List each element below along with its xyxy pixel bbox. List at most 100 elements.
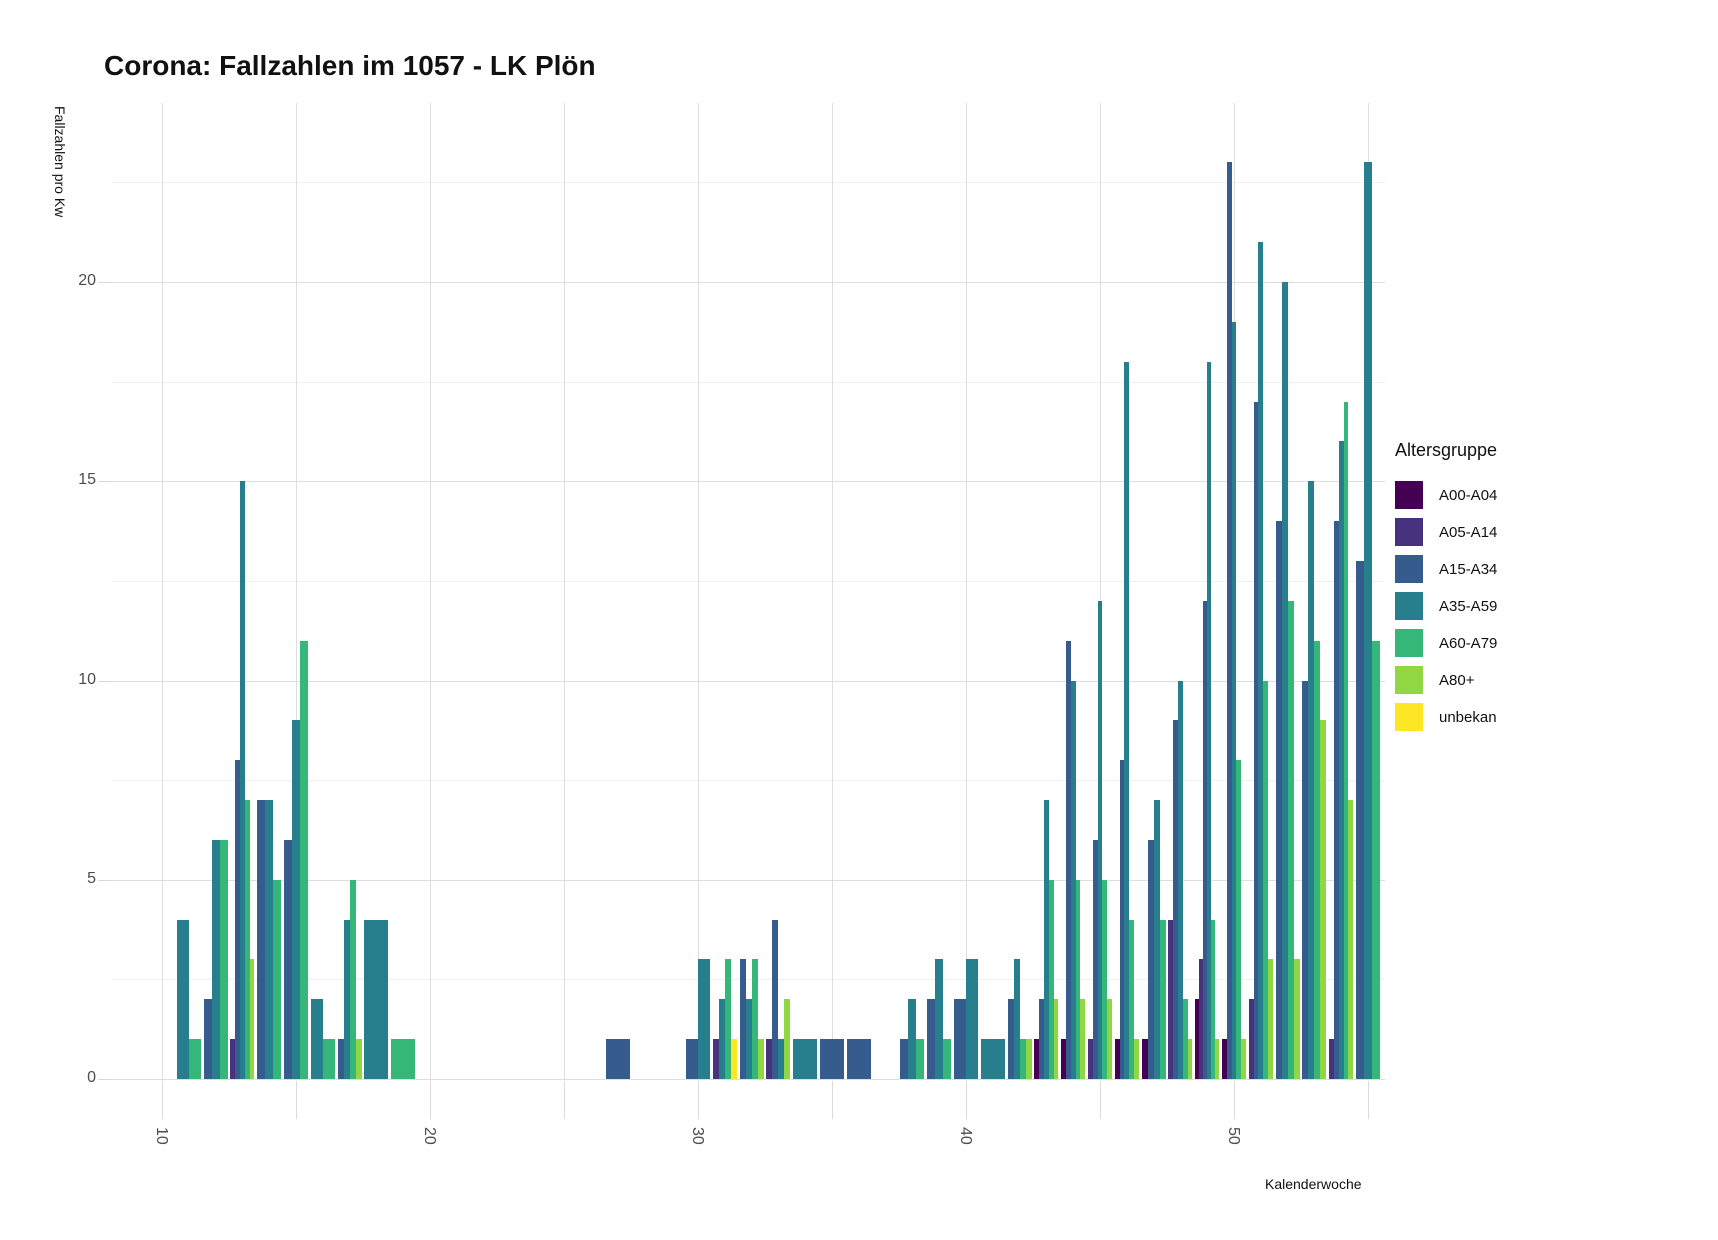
- legend-swatch-A35-A59: [1395, 592, 1423, 620]
- bar-week48-A80+: [1187, 1039, 1193, 1079]
- bar-week55-A15-A34: [1355, 560, 1364, 1079]
- bar-week32-A35-A59: [745, 999, 752, 1079]
- legend-label: A80+: [1439, 671, 1475, 689]
- bar-week43-A00-A04: [1034, 1039, 1040, 1079]
- gridline-y-major: [112, 879, 1385, 881]
- plot-panel: [112, 103, 1385, 1080]
- bar-week49-A80+: [1215, 1039, 1220, 1079]
- gridline-y-major: [112, 282, 1385, 283]
- bar-week44-A80+: [1080, 999, 1086, 1079]
- bar-week54-A35-A59: [1338, 441, 1344, 1079]
- bar-week17-A80+: [355, 1039, 362, 1079]
- legend-label: A15-A34: [1439, 560, 1498, 578]
- bar-week44-A00-A04: [1061, 1039, 1066, 1079]
- y-tick-mark: [98, 680, 112, 682]
- bar-week35-A15-A34: [819, 1039, 845, 1079]
- bar-week47-A60-A79: [1159, 919, 1166, 1079]
- bar-week44-A35-A59: [1070, 680, 1076, 1079]
- x-tick-mark: [1368, 1081, 1369, 1119]
- bar-week31-unbekan: [730, 1039, 737, 1079]
- bar-week44-A60-A79: [1075, 879, 1081, 1079]
- y-tick-mark: [98, 481, 112, 483]
- bar-week54-A05-A14: [1329, 1039, 1334, 1079]
- y-tick-mark: [98, 282, 112, 283]
- bar-week11-A35-A59: [176, 919, 189, 1079]
- legend-item-A00-A04: A00-A04: [1395, 481, 1497, 509]
- bar-week30-A15-A34: [685, 1039, 698, 1079]
- bar-week47-A00-A04: [1141, 1039, 1148, 1079]
- chart-title: Corona: Fallzahlen im 1057 - LK Plön: [104, 50, 596, 81]
- legend-items: A00-A04 A05-A14 A15-A34 A35-A59 A60-A79 A80+ u…: [1395, 481, 1497, 731]
- bar-week13-A35-A59: [239, 481, 245, 1079]
- bar-week53-A15-A34: [1302, 680, 1309, 1079]
- bar-week55-A60-A79: [1372, 640, 1381, 1079]
- bar-week49-A15-A34: [1203, 600, 1208, 1079]
- bar-week33-A35-A59: [778, 1039, 785, 1079]
- legend-swatch-A00-A04: [1395, 481, 1423, 509]
- bar-week14-A60-A79: [273, 879, 282, 1079]
- bar-week36-A15-A34: [846, 1039, 871, 1079]
- bar-week47-A35-A59: [1153, 800, 1160, 1079]
- bar-week43-A80+: [1053, 999, 1059, 1079]
- bar-week15-A35-A59: [291, 720, 300, 1079]
- bar-week39-A35-A59: [935, 959, 944, 1079]
- bar-week50-A60-A79: [1236, 760, 1242, 1079]
- bar-week13-A15-A34: [235, 760, 240, 1079]
- bar-week15-A60-A79: [300, 640, 309, 1079]
- bar-week48-A05-A14: [1168, 919, 1174, 1079]
- x-tick-label: 50: [1225, 1127, 1242, 1145]
- y-tick-label: 5: [87, 869, 96, 887]
- bar-week30-A35-A59: [698, 959, 711, 1079]
- bar-week32-A60-A79: [751, 959, 758, 1079]
- bar-week45-A80+: [1107, 999, 1113, 1079]
- x-tick-label: 10: [153, 1127, 170, 1145]
- gridline-x: [296, 103, 297, 1079]
- legend-swatch-A80+: [1395, 666, 1423, 694]
- bar-week50-A80+: [1241, 1039, 1247, 1079]
- bar-week16-A60-A79: [322, 1039, 335, 1079]
- y-tick-label: 0: [87, 1069, 96, 1086]
- legend-label: A35-A59: [1439, 597, 1498, 615]
- y-tick-label: 15: [78, 471, 96, 489]
- bar-week45-A60-A79: [1102, 879, 1108, 1079]
- bar-week33-A80+: [784, 999, 791, 1079]
- x-tick-mark: [698, 1081, 699, 1119]
- bar-week50-A15-A34: [1226, 162, 1232, 1079]
- gridline-x: [966, 103, 967, 1079]
- x-tick-mark: [296, 1081, 297, 1119]
- gridline-x: [430, 103, 431, 1079]
- bar-week38-A35-A59: [908, 999, 917, 1079]
- bar-week31-A05-A14: [712, 1039, 719, 1079]
- bar-week33-A05-A14: [766, 1039, 773, 1079]
- bar-week48-A35-A59: [1177, 680, 1183, 1079]
- bar-week18-A35-A59: [364, 919, 389, 1079]
- bar-week31-A35-A59: [718, 999, 725, 1079]
- x-tick-mark: [1100, 1081, 1101, 1119]
- legend-item-A15-A34: A15-A34: [1395, 555, 1497, 583]
- gridline-y-minor: [112, 580, 1385, 582]
- gridline-y-minor: [112, 381, 1385, 383]
- y-tick-mark: [98, 879, 112, 881]
- gridline-y-major: [112, 481, 1385, 483]
- bar-week49-A05-A14: [1199, 959, 1204, 1079]
- bar-week40-A35-A59: [966, 959, 979, 1079]
- y-axis-title: Fallzahlen pro Kw: [52, 106, 68, 218]
- bar-week44-A15-A34: [1065, 640, 1071, 1079]
- bar-week42-A35-A59: [1013, 959, 1020, 1079]
- x-tick-mark: [966, 1081, 967, 1119]
- bar-week12-A15-A34: [203, 999, 212, 1079]
- bar-week17-A60-A79: [349, 879, 356, 1079]
- bar-week17-A35-A59: [343, 919, 350, 1079]
- bar-week43-A35-A59: [1043, 800, 1049, 1079]
- bar-week53-A35-A59: [1308, 481, 1315, 1079]
- legend-label: A00-A04: [1439, 486, 1498, 504]
- gridline-y-minor: [112, 979, 1385, 981]
- bar-week16-A35-A59: [310, 999, 323, 1079]
- bar-week12-A60-A79: [219, 839, 228, 1079]
- bar-week54-A15-A34: [1333, 521, 1339, 1079]
- x-tick-mark: [564, 1081, 565, 1119]
- bar-week38-A15-A34: [900, 1039, 909, 1079]
- bar-week40-A15-A34: [953, 999, 966, 1079]
- bar-week53-A60-A79: [1314, 640, 1321, 1079]
- bar-week13-A05-A14: [230, 1039, 236, 1079]
